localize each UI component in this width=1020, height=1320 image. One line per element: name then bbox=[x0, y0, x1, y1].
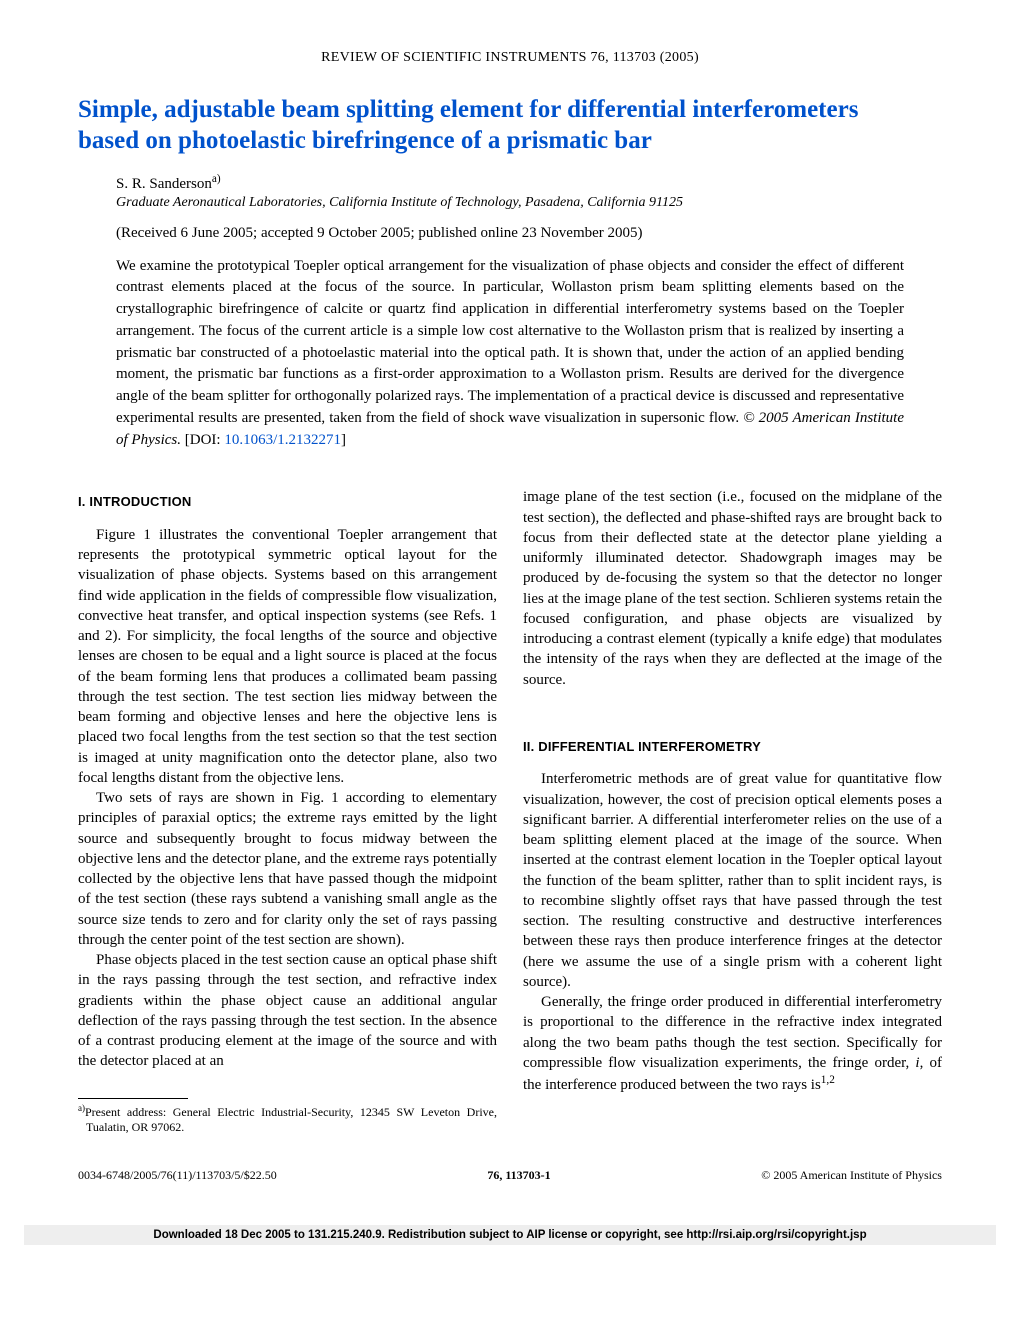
publication-dates: (Received 6 June 2005; accepted 9 Octobe… bbox=[116, 225, 942, 242]
section-2-heading: II. DIFFERENTIAL INTERFEROMETRY bbox=[523, 738, 942, 756]
title-line-1: Simple, adjustable beam splitting elemen… bbox=[78, 96, 858, 123]
affiliation: Graduate Aeronautical Laboratories, Cali… bbox=[116, 195, 942, 211]
right-column: image plane of the test section (i.e., f… bbox=[523, 487, 942, 1135]
footnote-separator bbox=[78, 1098, 188, 1099]
footnote-marker: a) bbox=[78, 1103, 85, 1113]
footer-right: © 2005 American Institute of Physics bbox=[761, 1168, 942, 1183]
downloaded-notice: Downloaded 18 Dec 2005 to 131.215.240.9.… bbox=[24, 1225, 996, 1245]
col2-continuation-paragraph: image plane of the test section (i.e., f… bbox=[523, 487, 942, 690]
section-1-paragraph-2: Two sets of rays are shown in Fig. 1 acc… bbox=[78, 788, 497, 950]
page-footer: 0034-6748/2005/76(11)/113703/5/$22.50 76… bbox=[78, 1162, 942, 1183]
footnote-text: Present address: General Electric Indust… bbox=[85, 1105, 497, 1135]
section-1-paragraph-1: Figure 1 illustrates the conventional To… bbox=[78, 525, 497, 788]
title-link[interactable]: Simple, adjustable beam splitting elemen… bbox=[78, 96, 858, 154]
title-line-2: based on photoelastic birefringence of a… bbox=[78, 127, 652, 154]
abstract: We examine the prototypical Toepler opti… bbox=[116, 256, 904, 452]
doi-suffix: ] bbox=[341, 432, 346, 448]
doi-prefix: [DOI: bbox=[181, 432, 224, 448]
author-footnote-marker: a) bbox=[212, 173, 221, 185]
left-column: I. INTRODUCTION Figure 1 illustrates the… bbox=[78, 487, 497, 1135]
p2-text-a: Generally, the fringe order produced in … bbox=[523, 994, 942, 1071]
doi-link[interactable]: 10.1063/1.2132271 bbox=[224, 432, 341, 448]
footer-left: 0034-6748/2005/76(11)/113703/5/$22.50 bbox=[78, 1168, 277, 1183]
author-name: S. R. Sanderson bbox=[116, 176, 212, 192]
author-line: S. R. Sandersona) bbox=[116, 173, 942, 193]
footer-center: 76, 113703-1 bbox=[487, 1168, 550, 1183]
journal-header: REVIEW OF SCIENTIFIC INSTRUMENTS 76, 113… bbox=[78, 50, 942, 66]
footnote-a: a)Present address: General Electric Indu… bbox=[78, 1103, 497, 1136]
section-1-heading: I. INTRODUCTION bbox=[78, 493, 497, 511]
article-title: Simple, adjustable beam splitting elemen… bbox=[78, 94, 942, 157]
p2-ref-marker: 1,2 bbox=[821, 1074, 835, 1086]
two-column-body: I. INTRODUCTION Figure 1 illustrates the… bbox=[78, 487, 942, 1135]
section-1-paragraph-3: Phase objects placed in the test section… bbox=[78, 950, 497, 1072]
section-2-paragraph-1: Interferometric methods are of great val… bbox=[523, 769, 942, 992]
abstract-text: We examine the prototypical Toepler opti… bbox=[116, 258, 904, 426]
section-2-paragraph-2: Generally, the fringe order produced in … bbox=[523, 992, 942, 1095]
